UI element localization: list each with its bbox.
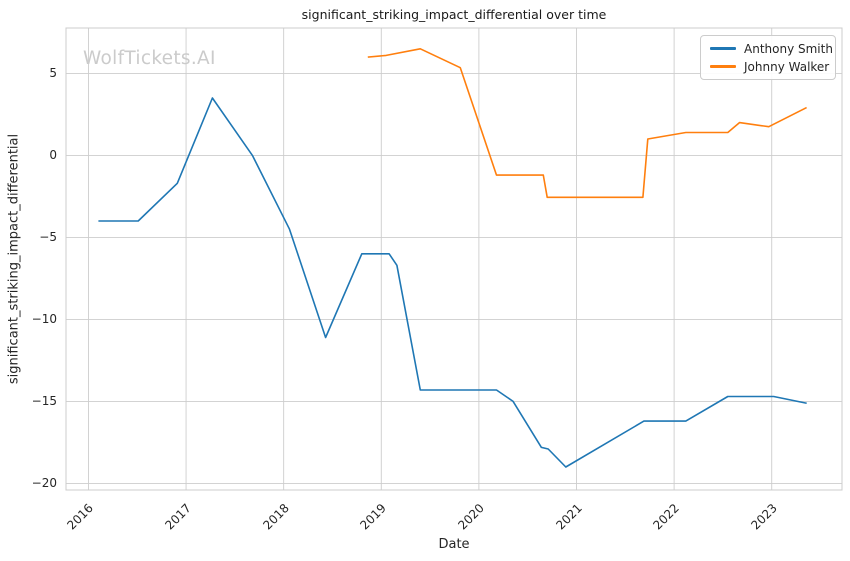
legend-line-swatch-orange bbox=[710, 65, 736, 68]
y-tick-label: −20 bbox=[31, 476, 57, 491]
y-tick-label: 0 bbox=[49, 148, 57, 163]
y-tick-label: −15 bbox=[31, 394, 57, 409]
chart-title: significant_striking_impact_differential… bbox=[301, 7, 607, 22]
y-tick-label: 5 bbox=[49, 66, 57, 81]
series-line-anthony-smith bbox=[98, 97, 807, 468]
y-tick-label: −5 bbox=[39, 230, 57, 245]
y-axis-label: significant_striking_impact_differential bbox=[6, 133, 22, 385]
legend-label: Anthony Smith bbox=[744, 41, 833, 56]
x-axis-label: Date bbox=[438, 537, 470, 552]
legend-item-johnny-walker: Johnny Walker bbox=[710, 59, 830, 74]
legend: Anthony Smith Johnny Walker bbox=[700, 35, 836, 80]
series-line-johnny-walker bbox=[367, 47, 807, 199]
watermark: WolfTickets.AI bbox=[83, 48, 216, 69]
legend-line-swatch-blue bbox=[710, 47, 736, 50]
y-tick-label: −10 bbox=[31, 312, 57, 327]
plot-border bbox=[65, 27, 843, 491]
legend-label: Johnny Walker bbox=[744, 59, 830, 74]
legend-item-anthony-smith: Anthony Smith bbox=[710, 41, 833, 56]
